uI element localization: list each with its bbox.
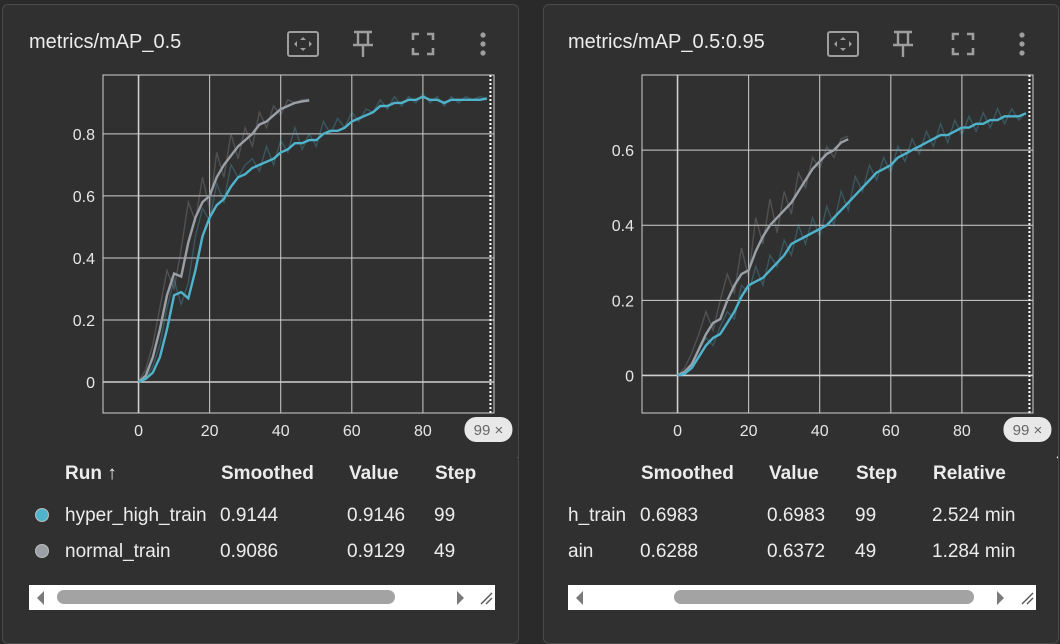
run-name: h_train bbox=[568, 505, 627, 526]
chart-card-map-0-5-0-95: metrics/mAP_0.5:0.95 0 0.2 0.4 0.6 0 20 40 60 80… bbox=[543, 4, 1059, 644]
y-tick-label: 0 bbox=[86, 375, 95, 392]
series-raw-line bbox=[676, 135, 849, 376]
fit-domain-icon bbox=[287, 31, 319, 57]
x-tick-label: 0 bbox=[673, 423, 682, 440]
relative-value: 1.284 min bbox=[932, 541, 1016, 562]
more-options-button[interactable] bbox=[1004, 27, 1040, 61]
x-tick-label: 40 bbox=[272, 423, 290, 440]
header-smoothed[interactable]: Smoothed bbox=[641, 463, 734, 484]
series-smoothed-line bbox=[137, 99, 310, 383]
y-tick-label: 0.6 bbox=[612, 143, 634, 160]
step-chip-label: 99 × bbox=[474, 422, 504, 439]
fullscreen-button[interactable] bbox=[405, 27, 441, 61]
y-tick-label: 0.4 bbox=[73, 251, 95, 268]
fullscreen-icon bbox=[951, 32, 975, 56]
header-value[interactable]: Value bbox=[349, 463, 399, 484]
series-smoothed-line bbox=[676, 138, 849, 377]
raw-value: 0.6372 bbox=[767, 541, 826, 562]
smoothed-value: 0.6288 bbox=[640, 541, 699, 562]
card-title: metrics/mAP_0.5:0.95 bbox=[568, 31, 765, 53]
step-chip-label: 99 × bbox=[1013, 422, 1043, 439]
pin-button[interactable] bbox=[885, 27, 921, 61]
x-tick-label: 20 bbox=[201, 423, 219, 440]
more-vert-icon bbox=[480, 32, 486, 56]
fit-domain-button[interactable] bbox=[825, 27, 861, 61]
x-tick-label: 20 bbox=[740, 423, 758, 440]
y-tick-label: 0.4 bbox=[612, 218, 634, 235]
more-vert-icon bbox=[1019, 32, 1025, 56]
smoothed-value: 0.9086 bbox=[220, 541, 279, 562]
scroll-left-icon[interactable] bbox=[37, 591, 44, 605]
series-raw-line bbox=[137, 98, 310, 383]
step-value: 49 bbox=[855, 541, 877, 562]
run-name: hyper_high_train bbox=[65, 505, 207, 526]
step-chip-background bbox=[1003, 417, 1052, 442]
line-chart[interactable]: 0 0.2 0.4 0.6 0 20 40 60 80 99 × bbox=[544, 5, 1058, 465]
step-chip-background bbox=[464, 417, 513, 442]
horizontal-scrollbar[interactable] bbox=[568, 585, 1036, 610]
step-value: 99 bbox=[434, 505, 456, 526]
run-name: ain bbox=[568, 541, 594, 562]
scroll-right-icon[interactable] bbox=[457, 591, 464, 605]
pin-icon bbox=[353, 30, 373, 57]
step-value: 99 bbox=[855, 505, 877, 526]
y-tick-label: 0.2 bbox=[73, 313, 95, 330]
y-tick-label: 0.2 bbox=[612, 293, 634, 310]
raw-value: 0.9146 bbox=[347, 505, 406, 526]
y-tick-label: 0 bbox=[625, 368, 634, 385]
run-name: normal_train bbox=[65, 541, 171, 562]
pin-button[interactable] bbox=[345, 27, 381, 61]
line-chart[interactable]: 0 0.2 0.4 0.6 0.8 0 20 40 60 80 99 × bbox=[3, 5, 518, 465]
x-tick-label: 0 bbox=[134, 423, 143, 440]
resize-grip-icon[interactable] bbox=[479, 591, 493, 605]
y-tick-label: 0.8 bbox=[73, 127, 95, 144]
y-tick-label: 0.6 bbox=[73, 189, 95, 206]
fit-domain-button[interactable] bbox=[285, 27, 321, 61]
x-tick-label: 60 bbox=[882, 423, 900, 440]
x-tick-label: 80 bbox=[414, 423, 432, 440]
header-value[interactable]: Value bbox=[769, 463, 819, 484]
raw-value: 0.9129 bbox=[347, 541, 406, 562]
smoothed-value: 0.6983 bbox=[640, 505, 699, 526]
smoothed-value: 0.9144 bbox=[220, 505, 279, 526]
fit-domain-icon bbox=[827, 31, 859, 57]
fullscreen-icon bbox=[411, 32, 435, 56]
series-smoothed-line bbox=[138, 95, 488, 384]
plot-frame bbox=[102, 74, 495, 414]
header-relative[interactable]: Relative bbox=[933, 463, 1006, 484]
horizontal-scrollbar[interactable] bbox=[29, 585, 495, 610]
x-tick-label: 60 bbox=[343, 423, 361, 440]
step-marker-chip: 99 × bbox=[1003, 417, 1052, 442]
relative-value: 2.524 min bbox=[932, 505, 1016, 526]
chart-resize-icon bbox=[1056, 456, 1058, 459]
scrollbar-thumb[interactable] bbox=[57, 590, 395, 604]
resize-grip-icon[interactable] bbox=[1020, 591, 1034, 605]
card-title: metrics/mAP_0.5 bbox=[29, 31, 182, 53]
plot-frame bbox=[641, 74, 1034, 414]
series-smoothed-line bbox=[677, 112, 1027, 377]
more-options-button[interactable] bbox=[465, 27, 501, 61]
chart-card-map-0-5: metrics/mAP_0.5 0 0.2 0.4 0.6 0.8 0 20 40 60 80 99… bbox=[2, 4, 519, 644]
x-tick-label: 40 bbox=[811, 423, 829, 440]
run-color-swatch[interactable] bbox=[35, 544, 49, 558]
scroll-left-icon[interactable] bbox=[576, 591, 583, 605]
header-smoothed[interactable]: Smoothed bbox=[221, 463, 314, 484]
header-step[interactable]: Step bbox=[856, 463, 898, 484]
series-raw-line bbox=[677, 107, 1027, 377]
fullscreen-button[interactable] bbox=[945, 27, 981, 61]
x-tick-label: 80 bbox=[953, 423, 971, 440]
header-step[interactable]: Step bbox=[435, 463, 477, 484]
step-marker-chip: 99 × bbox=[464, 417, 513, 442]
raw-value: 0.6983 bbox=[767, 505, 826, 526]
scroll-right-icon[interactable] bbox=[997, 591, 1004, 605]
header-run[interactable]: Run ↑ bbox=[65, 463, 117, 484]
scrollbar-thumb[interactable] bbox=[674, 590, 974, 604]
run-color-swatch[interactable] bbox=[35, 508, 49, 522]
pin-icon bbox=[893, 30, 913, 57]
step-value: 49 bbox=[434, 541, 456, 562]
